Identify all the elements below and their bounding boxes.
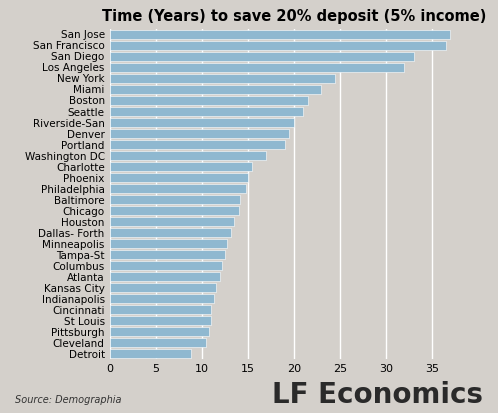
Bar <box>110 294 214 303</box>
Bar <box>110 162 252 171</box>
Bar <box>110 52 413 61</box>
Bar <box>110 96 308 105</box>
Bar <box>110 338 206 347</box>
Bar <box>110 349 191 358</box>
Bar <box>110 272 220 281</box>
Bar <box>110 173 248 182</box>
Bar <box>110 261 222 270</box>
Bar <box>110 305 211 314</box>
Bar <box>110 129 289 138</box>
Bar <box>110 74 335 83</box>
Bar <box>110 63 404 72</box>
Bar <box>110 184 246 193</box>
Text: LF Economics: LF Economics <box>272 381 483 409</box>
Bar <box>110 151 266 160</box>
Bar <box>110 85 322 94</box>
Bar <box>110 217 234 226</box>
Bar <box>110 41 446 50</box>
Bar <box>110 250 225 259</box>
Bar <box>110 118 294 127</box>
Bar <box>110 30 450 39</box>
Bar <box>110 140 285 149</box>
Bar <box>110 206 239 215</box>
Bar <box>110 283 216 292</box>
Title: Time (Years) to save 20% deposit (5% income): Time (Years) to save 20% deposit (5% inc… <box>102 9 486 24</box>
Bar <box>110 239 228 248</box>
Bar <box>110 228 231 237</box>
Text: Source: Demographia: Source: Demographia <box>15 395 122 405</box>
Bar <box>110 327 209 336</box>
Bar <box>110 195 241 204</box>
Bar <box>110 316 211 325</box>
Bar <box>110 107 303 116</box>
